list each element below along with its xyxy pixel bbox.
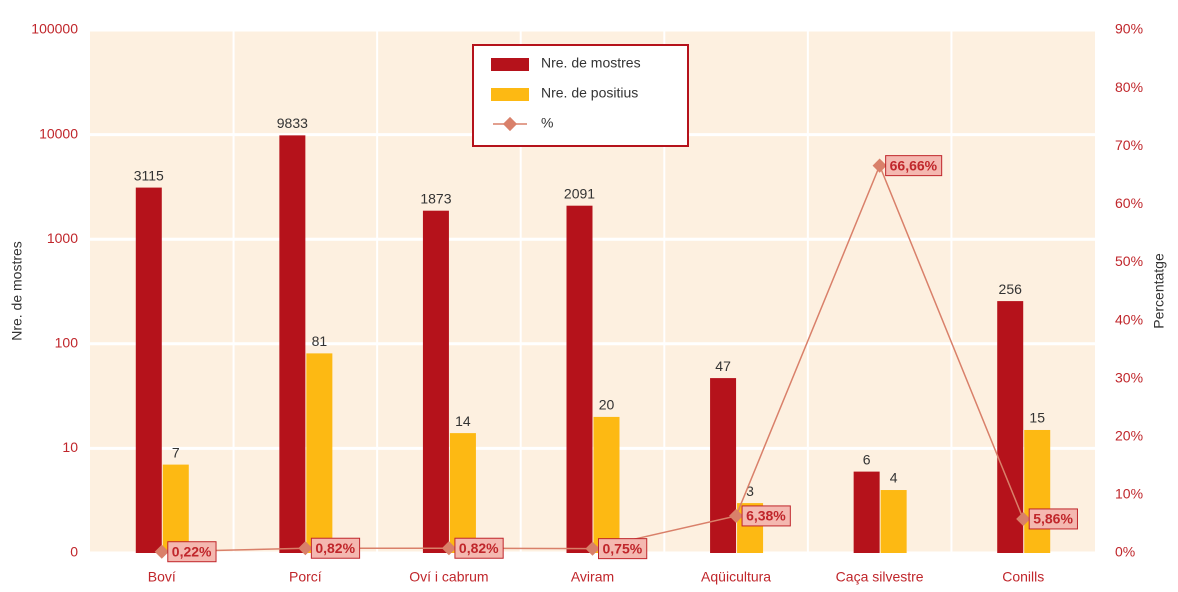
y2-tick-label: 40% — [1115, 311, 1143, 327]
data-label: 15 — [1029, 410, 1045, 426]
y2-tick-label: 60% — [1115, 195, 1143, 211]
y-axis-label: Nre. de mostres — [9, 241, 25, 341]
y-tick-label: 100 — [55, 335, 79, 351]
data-label: 3115 — [134, 167, 164, 183]
data-label: 1873 — [420, 190, 451, 206]
bar — [135, 187, 162, 553]
legend-swatch — [491, 58, 529, 71]
y2-tick-label: 80% — [1115, 79, 1143, 95]
x-tick-label: Porcí — [289, 569, 322, 585]
data-label: 0,82% — [459, 540, 499, 556]
data-label-box — [167, 541, 217, 563]
data-label: 6 — [863, 451, 871, 467]
legend-label: % — [541, 115, 553, 131]
y2-tick-label: 50% — [1115, 253, 1143, 269]
data-label: 5,86% — [1033, 511, 1073, 527]
line-marker — [154, 544, 169, 559]
x-tick-label: Conills — [1002, 569, 1044, 585]
bar — [997, 301, 1024, 553]
x-tick-label: Oví i cabrum — [409, 569, 488, 585]
bar — [566, 205, 593, 553]
bar — [880, 490, 907, 553]
data-label: 14 — [455, 413, 471, 429]
data-label-box — [741, 505, 791, 527]
bar — [422, 210, 449, 553]
data-label: 7 — [172, 444, 180, 460]
data-label: 0,22% — [172, 543, 212, 559]
y2-tick-label: 0% — [1115, 544, 1135, 560]
bar — [162, 464, 189, 553]
line-marker — [872, 158, 887, 173]
y-tick-label: 0 — [70, 544, 78, 560]
y2-tick-label: 20% — [1115, 427, 1143, 443]
y2-axis-label: Percentatge — [1151, 253, 1167, 329]
bar — [853, 471, 880, 553]
data-label: 0,82% — [315, 540, 355, 556]
data-label: 4 — [890, 470, 898, 486]
y2-tick-label: 90% — [1115, 21, 1143, 37]
bar — [279, 135, 306, 553]
y-tick-label: 10 — [62, 439, 78, 455]
bar — [1024, 429, 1051, 553]
line-marker — [1016, 511, 1031, 527]
line-marker — [729, 508, 744, 523]
data-label-box — [310, 537, 361, 559]
data-label-box — [1028, 508, 1078, 530]
data-label-box — [598, 538, 648, 560]
data-label: 47 — [715, 358, 731, 374]
y-tick-label: 10000 — [39, 125, 78, 141]
data-label-box — [454, 537, 504, 559]
x-tick-label: Aqüicultura — [701, 569, 771, 585]
data-label: 3 — [746, 483, 754, 499]
data-label: 81 — [312, 333, 328, 349]
data-label: 66,66% — [890, 157, 938, 173]
data-label: 9833 — [277, 115, 308, 131]
x-tick-label: Aviram — [571, 569, 614, 585]
y-tick-label: 1000 — [47, 230, 78, 246]
data-label: 2091 — [564, 185, 595, 201]
legend-swatch — [491, 88, 529, 101]
bar — [593, 416, 620, 553]
legend-label: Nre. de positius — [541, 85, 638, 101]
y2-tick-label: 10% — [1115, 486, 1143, 502]
y-tick-label: 100000 — [31, 21, 78, 37]
data-label: 20 — [599, 397, 615, 413]
y2-tick-label: 30% — [1115, 369, 1143, 385]
line-marker — [298, 541, 313, 556]
data-label: 6,38% — [746, 508, 786, 524]
data-label: 0,75% — [603, 540, 643, 556]
x-tick-label: Boví — [148, 569, 176, 585]
bar — [449, 433, 476, 553]
legend-label: Nre. de mostres — [541, 55, 641, 71]
x-tick-label: Caça silvestre — [836, 569, 924, 585]
bar — [306, 353, 333, 553]
y2-tick-label: 70% — [1115, 137, 1143, 153]
bar — [710, 378, 737, 553]
data-label: 256 — [999, 281, 1023, 297]
line-marker — [585, 541, 600, 556]
line-marker — [441, 541, 456, 556]
data-label-box — [885, 155, 943, 177]
legend-marker — [502, 116, 518, 132]
